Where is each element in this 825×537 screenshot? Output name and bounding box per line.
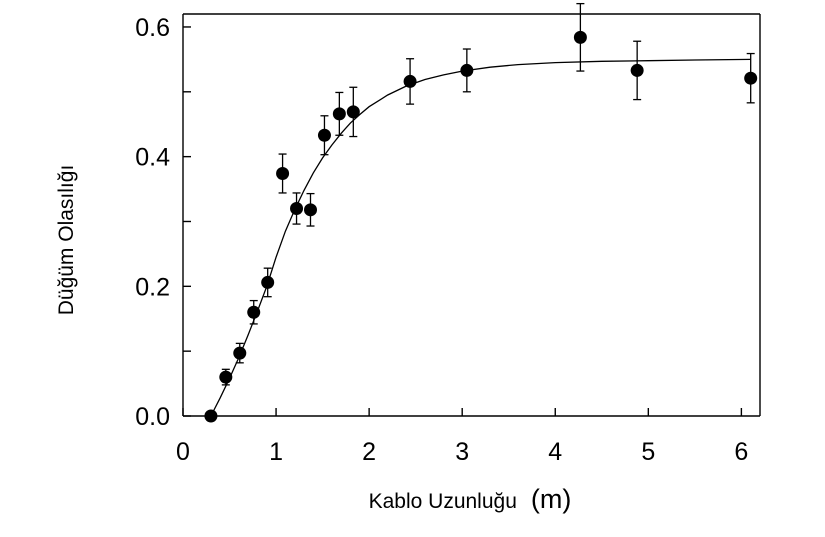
y-tick-label: 0.0 [135,403,170,431]
data-points [204,2,758,423]
plot-frame [182,13,761,417]
y-tick-label: 0.6 [135,14,170,42]
data-point [403,74,417,88]
data-point [332,107,346,121]
x-tick-label: 6 [734,438,748,466]
x-tick-label: 0 [176,438,190,466]
x-axis-ticks: 0 1 2 3 4 5 6 [176,408,748,466]
data-point [219,370,233,384]
y-axis-label: Düğüm Olasılığı [55,165,78,316]
x-axis-label: Kablo Uzunluğu (m) [369,484,572,514]
data-point [630,63,644,77]
data-point [460,63,474,77]
data-point [573,30,587,44]
x-axis-unit: (m) [531,484,571,514]
data-point [317,128,331,142]
x-tick-label: 2 [362,438,376,466]
x-tick-label: 4 [548,438,562,466]
data-point [247,305,261,319]
x-axis-label-text: Kablo Uzunluğu [369,490,517,513]
y-tick-label: 0.2 [135,273,170,301]
data-point [261,275,275,289]
y-axis-ticks: 0.0 0.2 0.4 0.6 [135,14,191,431]
data-point [744,71,758,85]
x-tick-label: 3 [455,438,469,466]
data-point [303,203,317,217]
data-point [204,409,218,423]
y-tick-label: 0.4 [135,144,170,172]
fit-curve-line [210,58,751,417]
x-tick-label: 5 [641,438,655,466]
data-point [290,202,304,216]
data-point [346,105,360,119]
x-tick-label: 1 [269,438,283,466]
data-point [276,167,290,181]
data-point [233,346,247,360]
